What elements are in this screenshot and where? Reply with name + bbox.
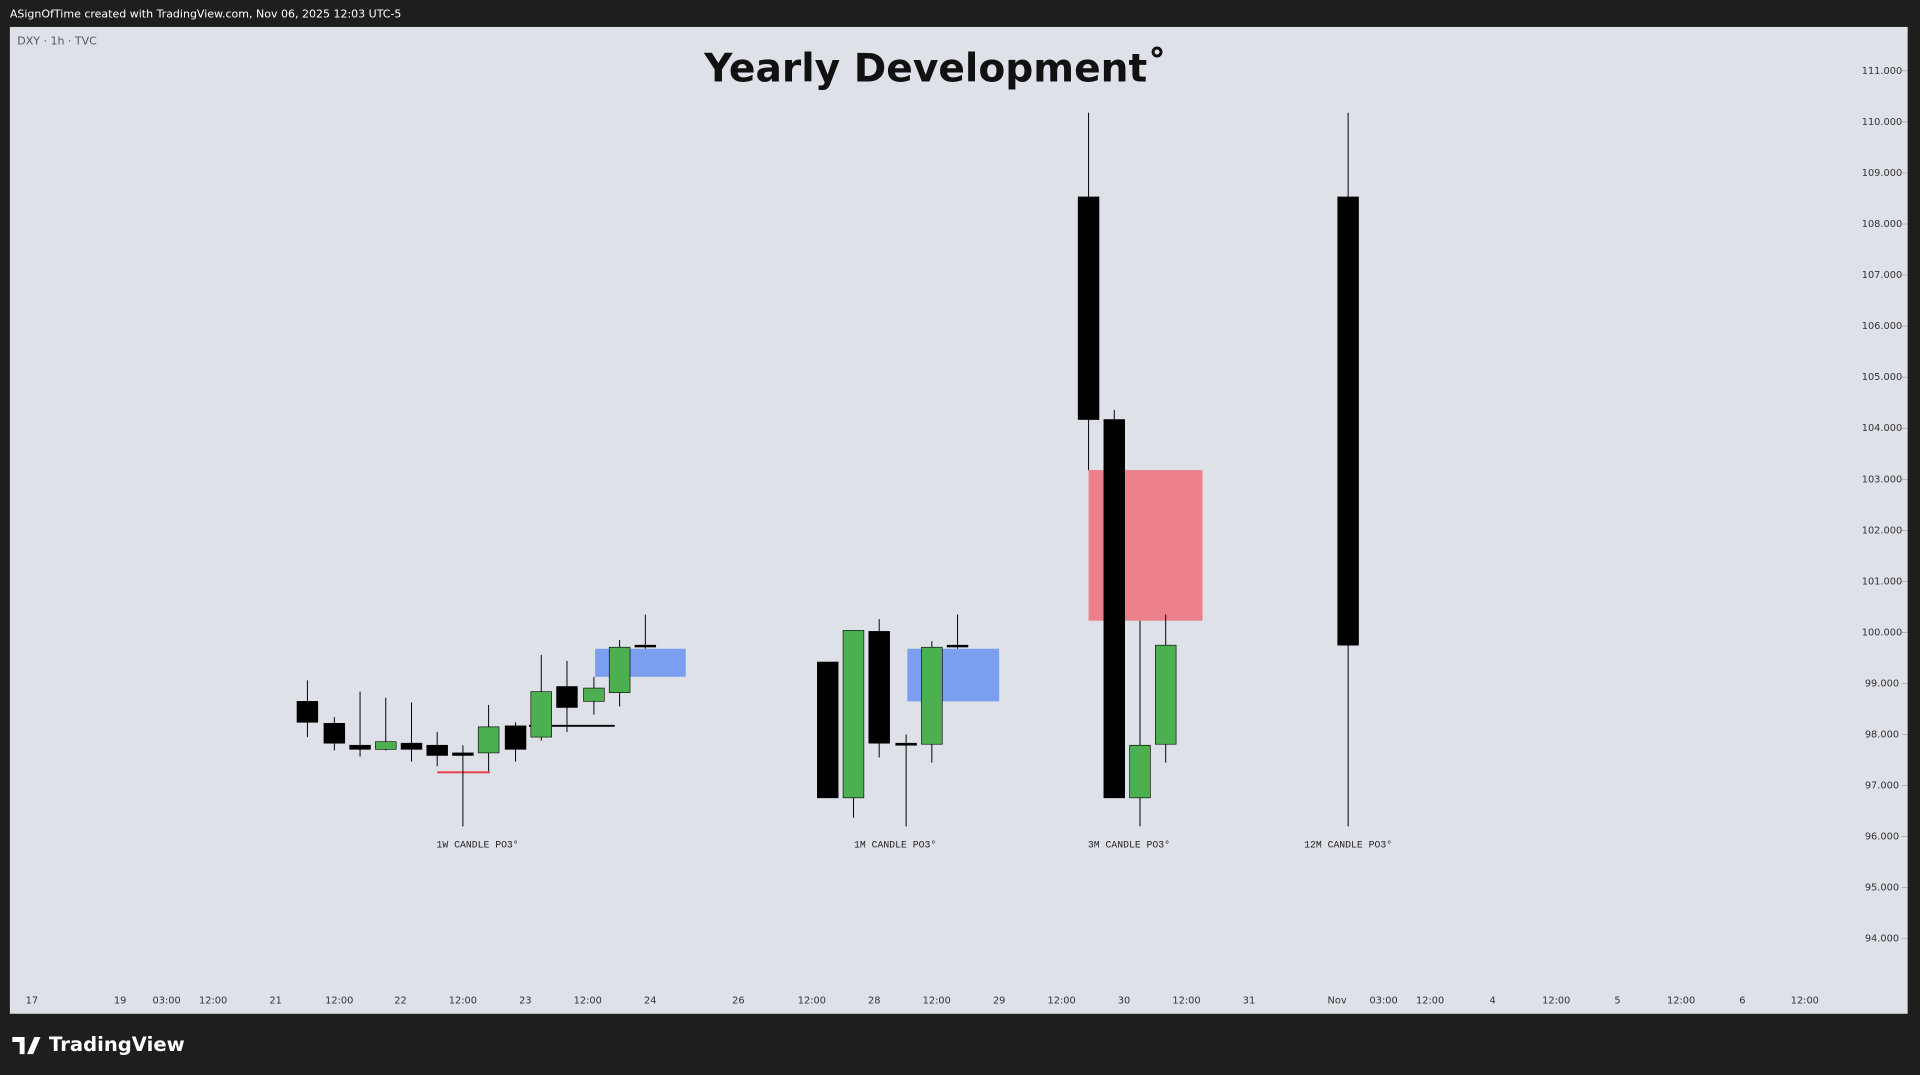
x-tick-label: 24 bbox=[644, 995, 656, 1006]
x-tick-label: 21 bbox=[269, 995, 281, 1006]
x-tick-label: 12:00 bbox=[798, 995, 826, 1006]
candle-body bbox=[1154, 644, 1177, 745]
header: ASignOfTime created with TradingView.com… bbox=[10, 8, 402, 21]
x-tick-label: 12:00 bbox=[1791, 995, 1819, 1006]
x-tick-label: 03:00 bbox=[1370, 995, 1398, 1006]
annotation: 1W CANDLE PO3° bbox=[437, 839, 519, 850]
chart-pane bbox=[9, 26, 1908, 1014]
x-tick-label: Nov bbox=[1328, 995, 1347, 1006]
y-tick-label: 104.000 bbox=[1862, 423, 1902, 434]
annotation: 12M CANDLE PO3° bbox=[1304, 839, 1392, 850]
candle-body bbox=[1129, 744, 1151, 799]
annotation: 3M CANDLE PO3° bbox=[1088, 839, 1170, 850]
y-tick-label: 100.000 bbox=[1862, 627, 1902, 638]
candle-body bbox=[1077, 196, 1100, 420]
y-tick-label: 111.000 bbox=[1862, 66, 1902, 77]
x-tick-label: 4 bbox=[1489, 995, 1495, 1006]
candle-body bbox=[868, 631, 890, 744]
y-tick-label: 97.000 bbox=[1865, 781, 1899, 792]
candle-body bbox=[323, 722, 346, 744]
candle-body bbox=[296, 701, 319, 723]
x-tick-label: 12:00 bbox=[449, 995, 477, 1006]
candle-body bbox=[1103, 419, 1125, 799]
x-tick-label: 6 bbox=[1739, 995, 1745, 1006]
y-tick-label: 106.000 bbox=[1862, 321, 1902, 332]
candle-body bbox=[1337, 196, 1359, 646]
logo: TradingView bbox=[12, 1033, 185, 1056]
y-tick-label: 96.000 bbox=[1865, 832, 1899, 843]
logo-icon bbox=[12, 1037, 41, 1055]
candle-body bbox=[583, 687, 605, 702]
x-tick-label: 17 bbox=[26, 995, 38, 1006]
annotation: 1M CANDLE PO3° bbox=[854, 839, 936, 850]
x-tick-label: 28 bbox=[868, 995, 880, 1006]
candle-body bbox=[946, 644, 969, 648]
x-tick-label: 12:00 bbox=[1172, 995, 1200, 1006]
x-tick-label: 5 bbox=[1614, 995, 1620, 1006]
y-tick-label: 99.000 bbox=[1865, 678, 1899, 689]
candle-body bbox=[634, 644, 657, 648]
y-tick-label: 95.000 bbox=[1865, 883, 1899, 894]
zone bbox=[595, 648, 686, 677]
candle-body bbox=[452, 752, 474, 756]
candle-body bbox=[921, 646, 943, 745]
x-tick-label: 12:00 bbox=[1048, 995, 1076, 1006]
x-tick-label: 12:00 bbox=[1542, 995, 1570, 1006]
x-tick-label: 19 bbox=[114, 995, 126, 1006]
y-tick-label: 109.000 bbox=[1862, 168, 1902, 179]
candle-body bbox=[530, 691, 552, 738]
x-tick-label: 12:00 bbox=[199, 995, 227, 1006]
y-tick-label: 98.000 bbox=[1865, 730, 1899, 741]
candle-body bbox=[477, 726, 500, 754]
y-tick-label: 101.000 bbox=[1862, 576, 1902, 587]
x-tick-label: 23 bbox=[519, 995, 531, 1006]
logo-text: TradingView bbox=[49, 1033, 185, 1056]
x-tick-label: 12:00 bbox=[1416, 995, 1444, 1006]
x-tick-label: 03:00 bbox=[153, 995, 181, 1006]
y-tick-label: 94.000 bbox=[1865, 934, 1899, 945]
candle-body bbox=[375, 741, 397, 750]
x-tick-label: 30 bbox=[1118, 995, 1130, 1006]
x-tick-label: 31 bbox=[1243, 995, 1255, 1006]
x-tick-label: 12:00 bbox=[574, 995, 602, 1006]
candle-body bbox=[895, 742, 917, 746]
candle-body bbox=[504, 725, 527, 750]
candle-body bbox=[842, 630, 865, 799]
chart-title: Yearly Development˚ bbox=[703, 47, 1167, 92]
x-tick-label: 26 bbox=[732, 995, 744, 1006]
candle-body bbox=[608, 646, 631, 693]
y-tick-label: 105.000 bbox=[1862, 372, 1902, 383]
x-tick-label: 12:00 bbox=[923, 995, 951, 1006]
y-tick-label: 102.000 bbox=[1862, 525, 1902, 536]
candle-body bbox=[349, 744, 371, 750]
y-tick-label: 103.000 bbox=[1862, 474, 1902, 485]
x-tick-label: 29 bbox=[993, 995, 1005, 1006]
candle-body bbox=[400, 742, 423, 750]
y-tick-label: 108.000 bbox=[1862, 219, 1902, 230]
candle-body bbox=[556, 686, 578, 708]
candle-body bbox=[817, 661, 839, 799]
x-tick-label: 22 bbox=[394, 995, 406, 1006]
symbol-label: DXY · 1h · TVC bbox=[17, 35, 97, 48]
y-tick-label: 110.000 bbox=[1862, 117, 1902, 128]
zone bbox=[907, 648, 1000, 702]
y-tick-label: 107.000 bbox=[1862, 270, 1902, 281]
x-tick-label: 12:00 bbox=[325, 995, 353, 1006]
candle-body bbox=[426, 744, 448, 756]
x-tick-label: 12:00 bbox=[1667, 995, 1695, 1006]
